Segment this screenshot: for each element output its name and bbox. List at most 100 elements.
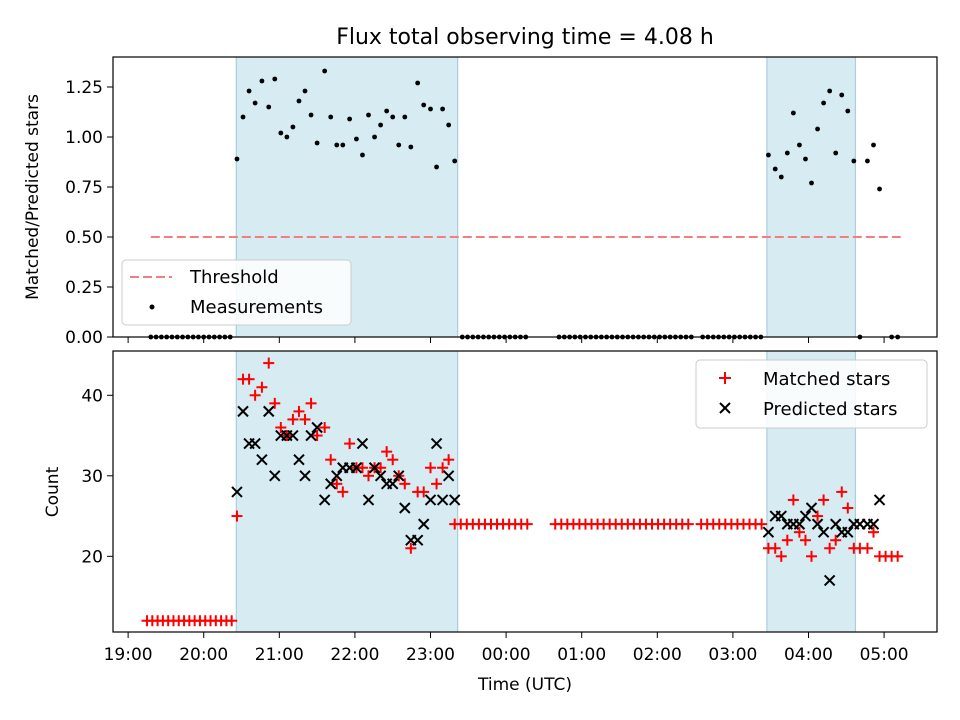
matched-legend-marker — [719, 372, 731, 384]
measurement-point — [452, 158, 458, 164]
measurement-point — [378, 122, 384, 128]
predicted-star-point — [417, 518, 430, 530]
measurement-point — [240, 114, 246, 120]
predicted-star-point — [424, 494, 437, 506]
measurement-point — [778, 174, 784, 180]
measurement-point — [290, 124, 296, 130]
predicted-star-point — [817, 526, 830, 538]
y-tick-label: 0.25 — [65, 278, 103, 298]
x-tick-label: 20:00 — [179, 645, 228, 665]
matched-star-point — [682, 518, 694, 530]
predicted-star-point — [805, 502, 818, 514]
measurement-point — [871, 142, 876, 148]
measurement-point — [308, 112, 314, 118]
matched-star-point — [325, 454, 337, 466]
measurement-point — [360, 152, 365, 158]
matched-star-point — [305, 397, 317, 409]
measurement-point — [440, 106, 445, 112]
x-tick-label: 04:00 — [784, 645, 833, 665]
y-tick-label: 20 — [81, 547, 103, 567]
predicted-star-point — [287, 429, 299, 442]
measurements-legend-label: Measurements — [190, 297, 323, 318]
measurement-point — [234, 156, 240, 162]
measurement-point — [366, 112, 371, 118]
matched-star-point — [830, 534, 842, 546]
measurement-point — [865, 158, 870, 164]
measurement-point — [833, 150, 839, 156]
matched-star-point — [356, 462, 368, 474]
measurement-point — [384, 108, 390, 114]
matched-star-point — [818, 494, 830, 506]
predicted-star-point — [436, 494, 449, 506]
matched-star-point — [405, 542, 417, 554]
predicted-star-point — [411, 534, 424, 546]
predicted-star-point — [269, 470, 281, 482]
y-tick-label: 1.25 — [65, 78, 103, 98]
x-axis-label: Time (UTC) — [477, 675, 572, 695]
predicted-star-point — [442, 470, 455, 482]
matched-star-point — [231, 510, 243, 522]
predicted-star-point — [311, 421, 323, 434]
matched-star-point — [399, 478, 411, 490]
matched-star-point — [293, 405, 305, 417]
matched-star-point — [861, 542, 873, 554]
shaded-interval — [766, 56, 856, 338]
matched-star-point — [806, 550, 818, 562]
predicted-star-point — [386, 478, 399, 490]
y-tick-label: 1.00 — [65, 128, 103, 148]
matched-star-point — [269, 397, 281, 409]
measurement-point — [839, 92, 845, 98]
matched-legend-label: Matched stars — [763, 369, 890, 390]
measurement-point — [272, 76, 278, 82]
matched-star-point — [287, 413, 299, 425]
x-tick-label: 03:00 — [708, 645, 757, 665]
predicted-star-point — [362, 494, 375, 506]
predicted-star-point — [799, 510, 812, 522]
measurement-point — [347, 116, 353, 122]
predicted-star-point — [305, 429, 317, 442]
measurement-point — [845, 108, 851, 114]
measurement-point — [372, 134, 377, 140]
predicted-star-point — [762, 526, 775, 538]
predicted-star-point — [775, 510, 787, 522]
measurement-point — [266, 104, 272, 110]
matched-star-point — [249, 389, 261, 401]
matched-star-point — [243, 373, 255, 385]
matched-star-point — [787, 494, 799, 506]
matched-star-point — [331, 478, 343, 490]
predicted-star-point — [293, 453, 305, 466]
measurement-point — [803, 156, 808, 162]
measurement-point — [402, 114, 408, 120]
matched-star-point — [842, 502, 854, 514]
y-tick-label: 30 — [81, 467, 103, 487]
predicted-star-point — [793, 518, 806, 530]
matched-star-point — [263, 357, 275, 369]
measurement-point — [252, 100, 258, 106]
matched-star-point — [226, 615, 238, 627]
predicted-star-point — [823, 574, 836, 587]
predicted-star-point — [393, 470, 405, 482]
predicted-star-point — [374, 470, 387, 482]
predicted-star-point — [318, 494, 331, 506]
predicted-star-point — [430, 437, 443, 450]
top-panel: 0.00 0.25 0.50 0.75 1.00 1.25 Matched/Predict… — [23, 56, 938, 348]
measurement-point — [296, 98, 302, 104]
predicted-star-point — [325, 478, 337, 490]
matched-star-point — [812, 510, 824, 522]
measurement-point — [766, 152, 771, 158]
bottom-legend-box — [695, 359, 928, 429]
matched-star-point — [381, 446, 393, 458]
chart-title: Flux total observing time = 4.08 h — [336, 25, 714, 50]
predicted-star-point — [368, 462, 381, 474]
matched-star-point — [521, 518, 533, 530]
bottom-legend: Matched stars Predicted stars — [695, 359, 928, 429]
predicted-star-point — [237, 405, 249, 418]
predicted-star-point — [811, 518, 824, 530]
predicted-legend-marker — [719, 402, 731, 414]
matched-star-point — [867, 526, 879, 538]
predicted-star-point — [263, 405, 275, 418]
matched-star-point — [344, 438, 356, 450]
measurement-point — [322, 68, 328, 74]
x-tick-label: 01:00 — [557, 645, 606, 665]
